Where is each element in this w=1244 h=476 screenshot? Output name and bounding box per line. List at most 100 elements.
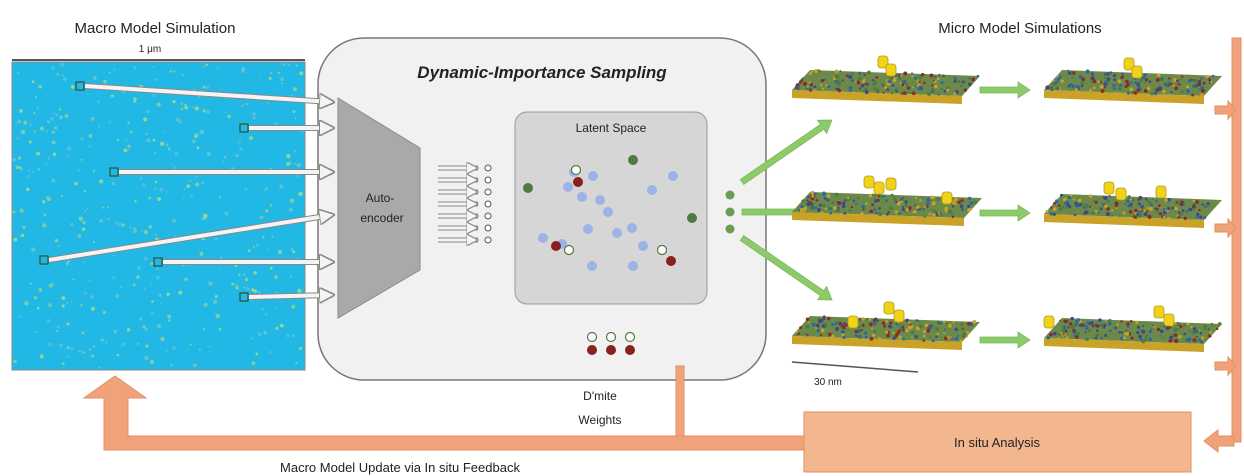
membrane-lipid xyxy=(1060,79,1064,83)
membrane-lipid xyxy=(1100,89,1105,94)
speckle xyxy=(292,334,295,337)
speckle xyxy=(215,313,221,319)
speckle xyxy=(121,342,126,347)
membrane-row2-left xyxy=(792,175,982,226)
membrane-lipid xyxy=(1179,325,1183,329)
weights-label-line1: D'mite xyxy=(583,389,617,403)
speckle xyxy=(174,151,179,156)
speckle xyxy=(39,354,44,359)
membrane-lipid xyxy=(942,320,946,323)
membrane-lipid xyxy=(1138,329,1142,332)
membrane-lipid xyxy=(895,333,899,337)
membrane-lipid xyxy=(970,323,973,326)
membrane-lipid xyxy=(954,202,957,206)
membrane-lipid xyxy=(1192,209,1195,212)
green-arrow-shape xyxy=(979,204,1031,222)
speckle xyxy=(292,250,296,254)
membrane-lipid xyxy=(873,86,877,90)
membrane-lipid xyxy=(951,213,954,216)
latent-point-blue xyxy=(668,171,678,181)
membrane-lipid xyxy=(835,75,840,79)
speckle xyxy=(219,88,222,91)
membrane-lipid xyxy=(923,81,926,85)
membrane-lipid xyxy=(922,329,927,333)
membrane-lipid xyxy=(1163,208,1166,211)
speckle xyxy=(295,361,298,365)
membrane-lipid xyxy=(1062,334,1065,337)
speckle xyxy=(139,177,143,181)
speckle xyxy=(51,282,55,286)
membrane-lipid xyxy=(1101,203,1105,206)
speckle xyxy=(268,76,272,81)
membrane-lipid xyxy=(878,212,882,217)
membrane-lipid xyxy=(1143,212,1148,216)
latent-point-blue xyxy=(587,261,597,271)
speckle xyxy=(91,354,94,358)
membrane-lipid xyxy=(864,87,868,91)
membrane-lipid xyxy=(1207,328,1210,331)
membrane-lipid xyxy=(836,206,840,210)
membrane-lipid xyxy=(1142,75,1146,80)
membrane-lipid xyxy=(1079,323,1084,328)
speckle xyxy=(145,132,148,136)
speckle xyxy=(159,141,165,146)
membrane-lipid xyxy=(944,206,948,211)
membrane-lipid xyxy=(882,84,885,87)
membrane-lipid xyxy=(1058,319,1062,323)
membrane-lipid xyxy=(822,317,826,320)
membrane-lipid xyxy=(930,208,933,211)
membrane-lipid xyxy=(843,322,846,325)
membrane-lipid xyxy=(864,82,867,86)
membrane-lipid xyxy=(922,207,926,211)
membrane-lipid xyxy=(1183,216,1187,221)
membrane-lipid xyxy=(1069,326,1072,329)
speckle xyxy=(208,345,211,348)
latent-point-blue xyxy=(638,241,648,251)
speckle xyxy=(150,311,154,315)
speckle xyxy=(38,287,43,292)
membrane-lipid xyxy=(967,321,971,326)
speckle xyxy=(82,221,86,225)
speckle xyxy=(74,181,78,186)
speckle xyxy=(127,144,131,148)
membrane-lipid xyxy=(861,204,865,209)
membrane-lipid xyxy=(852,199,856,203)
membrane-lipid xyxy=(957,334,960,338)
sample-arrow xyxy=(248,295,332,297)
speckle xyxy=(286,334,290,338)
speckle xyxy=(146,138,151,143)
speckle xyxy=(252,116,256,120)
membrane-lipid xyxy=(1057,87,1060,90)
membrane-lipid xyxy=(1130,206,1133,209)
membrane-lipid xyxy=(1211,74,1215,78)
sample-marker xyxy=(239,123,249,133)
membrane-lipid xyxy=(966,331,970,335)
speckle xyxy=(54,126,58,130)
membrane-lipid xyxy=(1176,214,1179,217)
speckle xyxy=(297,288,302,293)
speckle xyxy=(141,217,143,219)
membrane-side xyxy=(792,212,964,226)
speckle xyxy=(66,261,70,264)
encoded-value xyxy=(484,236,492,244)
membrane-lipid xyxy=(841,201,846,206)
speckle xyxy=(159,187,164,192)
speckle xyxy=(289,275,293,278)
speckle xyxy=(81,227,86,231)
membrane-lipid xyxy=(931,195,935,200)
speckle xyxy=(137,342,140,345)
membrane-lipid xyxy=(1178,335,1182,339)
speckle xyxy=(20,233,25,238)
membrane-lipid xyxy=(1162,336,1165,340)
membrane-lipid xyxy=(1112,74,1117,78)
membrane-lipid xyxy=(1170,91,1173,94)
selected-dot xyxy=(725,224,735,234)
membrane-lipid xyxy=(1161,89,1166,94)
speckle xyxy=(184,103,187,107)
membrane-lipid xyxy=(1104,319,1107,322)
membrane-lipid xyxy=(799,326,803,330)
speckle xyxy=(199,348,201,351)
speckle xyxy=(29,282,32,285)
membrane-lipid xyxy=(1145,209,1149,213)
encoded-value xyxy=(484,224,492,232)
